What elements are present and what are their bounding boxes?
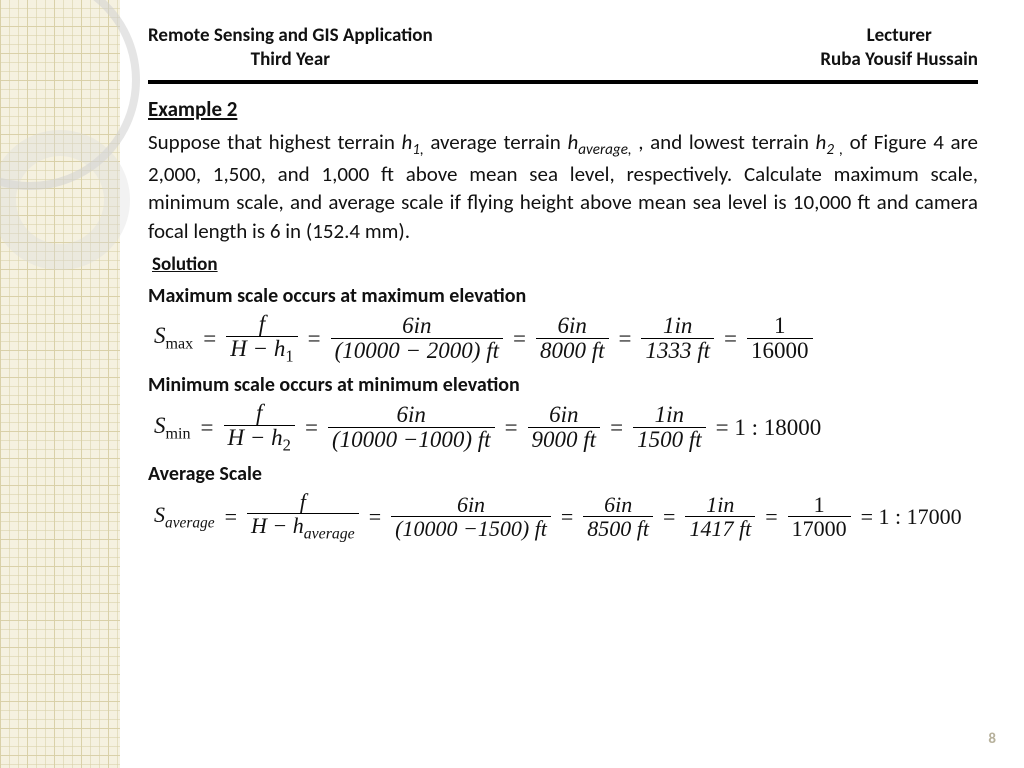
page-number: 8 <box>988 730 996 748</box>
eq-min-tail: = 1 : 18000 <box>716 415 822 441</box>
eq-max-f5d: 16000 <box>747 339 813 363</box>
problem-var-3: h <box>816 129 827 155</box>
eq-min-f1d-sub: 2 <box>283 436 291 455</box>
eq-max-f4n: 1in <box>659 314 696 338</box>
eq-avg-f1n: f <box>296 490 310 513</box>
eq-max-f3d: 8000 ft <box>536 339 609 363</box>
problem-sub-3: 2 , <box>826 141 843 159</box>
eq-avg-f4n: 1in <box>702 493 738 516</box>
section-max-title: Maximum scale occurs at maximum elevatio… <box>148 284 978 308</box>
eq-avg-f2d: (10000 −1500) ft <box>391 517 551 540</box>
eq-avg-f3d: 8500 ft <box>583 517 653 540</box>
eq-avg-f1d-sub: average <box>304 526 355 543</box>
problem-text-3: , and lowest terrain <box>632 129 816 155</box>
eq-avg-f2n: 6in <box>453 493 489 516</box>
equation-max: Smax = fH − h1 = 6in(10000 − 2000) ft = … <box>148 312 978 365</box>
problem-text-2: average terrain <box>424 129 568 155</box>
section-min-title: Minimum scale occurs at minimum elevatio… <box>148 373 978 397</box>
eq-max-f2n: 6in <box>398 314 435 338</box>
page-content: Remote Sensing and GIS Application Third… <box>148 24 978 543</box>
section-avg-title: Average Scale <box>148 462 978 486</box>
eq-max-lhs: S <box>154 323 166 348</box>
eq-avg-f3n: 6in <box>600 493 636 516</box>
eq-max-lhs-sub: max <box>166 336 194 353</box>
eq-max-f2d: (10000 − 2000) ft <box>331 339 503 363</box>
eq-max-f1d: H − h <box>230 336 285 361</box>
header-left-line2: Third Year <box>148 48 433 72</box>
eq-avg-f4d: 1417 ft <box>685 517 755 540</box>
eq-min-f3d: 9000 ft <box>528 428 601 452</box>
header-right-line1: Lecturer <box>820 24 978 48</box>
problem-sub-2: average, <box>578 141 631 159</box>
eq-min-f1d: H − h <box>228 425 283 450</box>
eq-min-f2d: (10000 −1000) ft <box>328 428 495 452</box>
eq-max-f5n: 1 <box>770 314 790 338</box>
header-right-line2: Ruba Yousif Hussain <box>820 48 978 72</box>
eq-avg-tail: = 1 : 17000 <box>861 504 962 530</box>
problem-statement: Suppose that highest terrain h1, average… <box>148 128 978 246</box>
eq-min-f2n: 6in <box>393 403 430 427</box>
eq-avg-f5n: 1 <box>810 493 829 516</box>
eq-avg-lhs: S <box>154 502 165 527</box>
header-left-line1: Remote Sensing and GIS Application <box>148 24 433 48</box>
eq-max-f3n: 6in <box>554 314 591 338</box>
equation-min: Smin = fH − h2 = 6in(10000 −1000) ft = 6… <box>148 401 978 454</box>
equation-avg: Saverage = fH − haverage = 6in(10000 −15… <box>148 490 978 543</box>
eq-min-lhs: S <box>154 413 166 438</box>
eq-max-f1n: f <box>255 312 269 336</box>
page-header: Remote Sensing and GIS Application Third… <box>148 24 978 72</box>
example-title: Example 2 <box>148 96 978 122</box>
eq-min-f3n: 6in <box>545 403 582 427</box>
eq-min-f4d: 1500 ft <box>633 428 706 452</box>
eq-avg-f5d: 17000 <box>788 517 851 540</box>
eq-min-lhs-sub: min <box>166 425 191 442</box>
eq-max-f4d: 1333 ft <box>641 339 714 363</box>
eq-avg-f1d: H − h <box>251 513 304 538</box>
eq-min-f1n: f <box>252 401 266 425</box>
problem-sub-1: 1, <box>412 141 423 159</box>
eq-max-f1d-sub: 1 <box>285 347 293 366</box>
solution-label: Solution <box>152 253 978 276</box>
eq-min-f4n: 1in <box>651 403 688 427</box>
problem-var-1: h <box>401 129 412 155</box>
header-rule <box>148 80 978 84</box>
eq-avg-lhs-sub: average <box>165 514 215 531</box>
problem-var-2: h <box>567 129 578 155</box>
problem-text-1: Suppose that highest terrain <box>148 129 401 155</box>
